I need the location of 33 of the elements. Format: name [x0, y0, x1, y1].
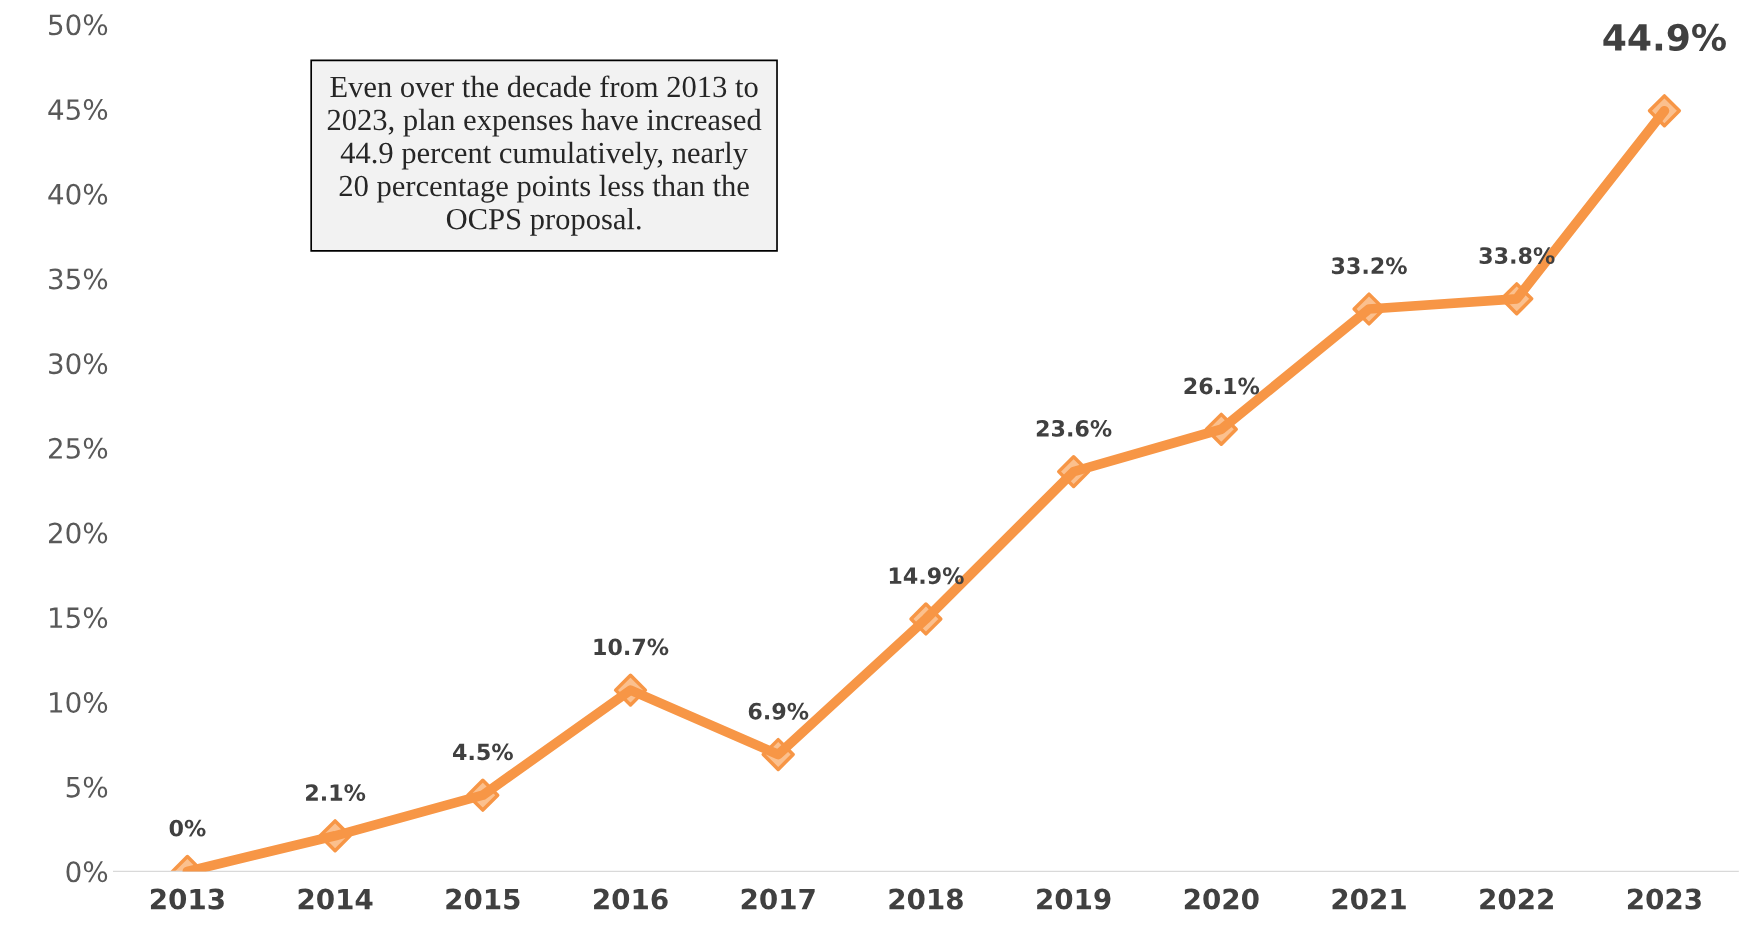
- x-tick-label: 2018: [889, 888, 963, 910]
- y-tick-label: 0%: [66, 861, 108, 883]
- y-tick-label: 25%: [48, 437, 108, 459]
- x-tick-label: 2017: [741, 888, 815, 910]
- y-tick-label: 20%: [48, 522, 108, 544]
- data-label: 2.1%: [306, 784, 366, 801]
- data-label: 6.9%: [748, 702, 809, 720]
- y-tick-label: 15%: [50, 607, 108, 629]
- data-label: 44.9%: [1603, 23, 1726, 52]
- data-label: 4.5%: [452, 743, 513, 761]
- y-tick-label: 10%: [50, 691, 108, 713]
- data-label: 10.7%: [594, 638, 669, 656]
- x-tick-label: 2016: [594, 888, 668, 910]
- x-tick-label: 2021: [1332, 888, 1406, 910]
- x-tick-label: 2013: [150, 888, 224, 910]
- y-tick-label: 35%: [49, 268, 108, 290]
- data-label: 33.2%: [1331, 257, 1407, 275]
- y-tick-label: 40%: [48, 183, 108, 205]
- data-label: 26.1%: [1184, 377, 1260, 395]
- y-tick-label: 45%: [48, 99, 108, 121]
- data-label: 23.6%: [1036, 419, 1112, 437]
- data-label: 0%: [169, 819, 206, 837]
- x-tick-label: 2020: [1184, 888, 1259, 910]
- x-tick-label: 2022: [1480, 888, 1553, 910]
- y-tick-label: 50%: [49, 14, 108, 36]
- x-tick-label: 2014: [298, 888, 373, 910]
- x-tick-label: 2023: [1627, 888, 1701, 910]
- data-label: 14.9%: [889, 567, 964, 585]
- y-tick-label: 30%: [49, 353, 108, 375]
- x-tick-label: 2015: [446, 888, 520, 910]
- x-tick-label: 2019: [1037, 888, 1111, 910]
- y-tick-label: 5%: [66, 776, 108, 798]
- annotation: Even over the decade from 2013 to 2023, plan expenses have increased 44.9 percent cumulatively, nearly 20 percentage points less than the OCPS proposal.: [327, 75, 762, 236]
